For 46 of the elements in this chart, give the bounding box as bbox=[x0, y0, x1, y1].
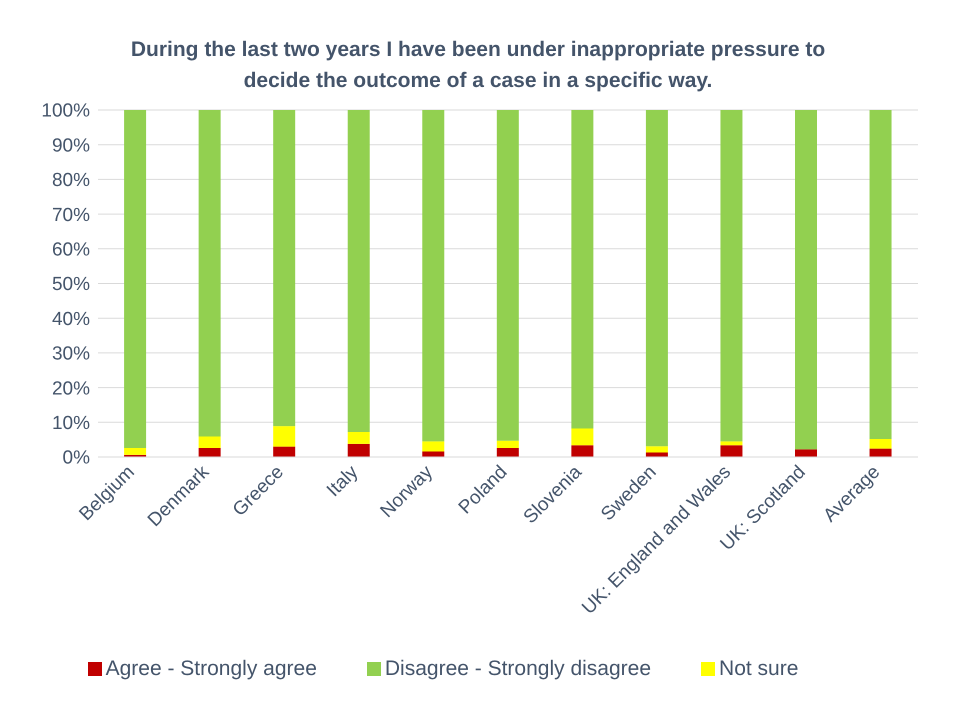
y-tick-label: 100% bbox=[41, 100, 90, 122]
bar bbox=[720, 110, 742, 442]
y-tick-label: 10% bbox=[52, 413, 90, 434]
bar bbox=[273, 446, 296, 457]
bar bbox=[422, 110, 444, 442]
y-tick-label: 30% bbox=[52, 344, 90, 365]
bar bbox=[348, 110, 370, 432]
y-tick-label: 20% bbox=[52, 378, 90, 400]
y-tick-label: 0% bbox=[62, 448, 90, 469]
bar bbox=[870, 448, 892, 457]
bar bbox=[496, 440, 519, 448]
bar bbox=[198, 448, 221, 457]
bar bbox=[571, 110, 594, 429]
bar bbox=[496, 110, 519, 441]
bar bbox=[496, 448, 519, 457]
chart-title: During the last two years I have been under inappropriate pressure to decide the outcome of a case in a specific way. bbox=[130, 37, 826, 94]
bar bbox=[198, 110, 221, 437]
x-tick-label: Italy bbox=[322, 461, 363, 502]
bar bbox=[571, 445, 594, 457]
y-tick-label: 90% bbox=[52, 135, 90, 156]
bar bbox=[720, 445, 742, 457]
bar bbox=[870, 438, 892, 449]
bar bbox=[348, 444, 370, 457]
y-tick-label: 60% bbox=[52, 240, 90, 261]
bar bbox=[795, 110, 817, 450]
bar bbox=[422, 451, 444, 457]
bar bbox=[124, 110, 146, 448]
bar bbox=[273, 110, 296, 426]
bar bbox=[273, 426, 296, 447]
bar bbox=[571, 428, 594, 446]
y-tick-label: 40% bbox=[52, 308, 90, 330]
bar bbox=[646, 110, 668, 446]
legend-label: Disagree - Strongly disagree bbox=[384, 657, 652, 680]
legend-label: Not sure bbox=[719, 657, 798, 680]
legend-label: Agree - Strongly agree bbox=[106, 657, 317, 680]
bar bbox=[646, 446, 668, 452]
bar bbox=[124, 448, 146, 455]
bar bbox=[198, 436, 221, 448]
bar bbox=[870, 110, 892, 439]
y-tick-label: 50% bbox=[52, 274, 90, 296]
bar bbox=[720, 441, 742, 446]
bar bbox=[422, 441, 444, 452]
bar bbox=[348, 432, 370, 444]
bar bbox=[795, 449, 817, 457]
y-tick-label: 80% bbox=[52, 170, 90, 192]
y-tick-label: 70% bbox=[52, 204, 90, 226]
